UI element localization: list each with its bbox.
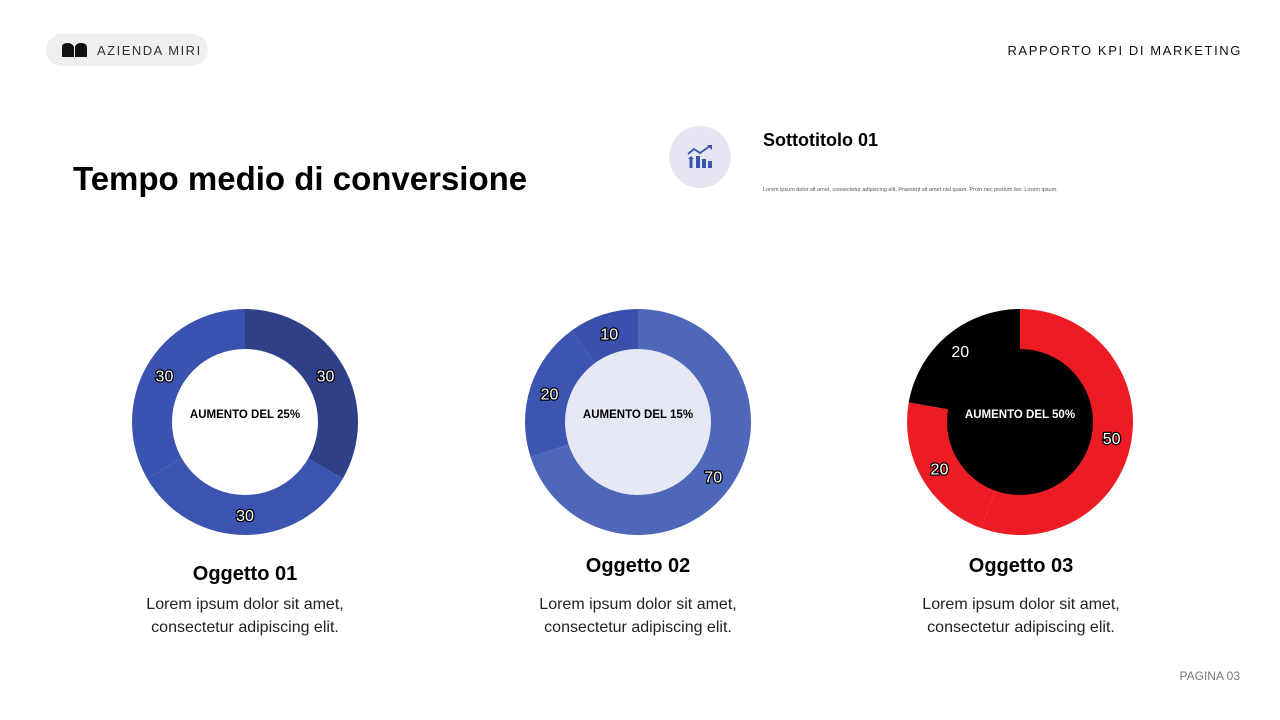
item-2-desc: Lorem ipsum dolor sit amet, consectetur a… bbox=[488, 593, 788, 639]
brand-badge: AZIENDA MIRI bbox=[46, 34, 208, 66]
desc-line: consectetur adipiscing elit. bbox=[151, 619, 339, 636]
slice-value-label: 20 bbox=[931, 462, 949, 479]
page-title: Tempo medio di conversione bbox=[73, 160, 528, 197]
slice-value-label: 30 bbox=[156, 369, 174, 386]
slice-value-label: 70 bbox=[704, 470, 722, 487]
subtitle-heading: Sottotitolo 01 bbox=[763, 130, 878, 150]
donut-chart-2: 70 20 10 AUMENTO DEL 15% bbox=[525, 309, 751, 535]
slice-value-label: 30 bbox=[236, 508, 254, 525]
center-label: AUMENTO DEL 25% bbox=[190, 409, 300, 421]
page-number: PAGINA 03 bbox=[1179, 669, 1240, 683]
desc-line: consectetur adipiscing elit. bbox=[544, 619, 732, 636]
desc-line: consectetur adipiscing elit. bbox=[927, 619, 1115, 636]
center-label: AUMENTO DEL 50% bbox=[965, 409, 1075, 421]
item-1-desc: Lorem ipsum dolor sit amet, consectetur a… bbox=[95, 593, 395, 639]
logo-icon bbox=[62, 43, 87, 57]
desc-line: Lorem ipsum dolor sit amet, bbox=[146, 596, 344, 613]
item-1-title: Oggetto 01 bbox=[192, 563, 298, 585]
report-title: RAPPORTO KPI DI MARKETING bbox=[1007, 43, 1242, 58]
subtitle-icon-badge bbox=[669, 126, 731, 188]
slice-value-label: 10 bbox=[600, 327, 618, 344]
item-3-title: Oggetto 03 bbox=[968, 555, 1074, 577]
subtitle-text: Lorem ipsum dolor sit amet, consectetur … bbox=[763, 187, 1058, 193]
center-label: AUMENTO DEL 15% bbox=[583, 409, 693, 421]
desc-line: Lorem ipsum dolor sit amet, bbox=[539, 596, 737, 613]
donut-chart-3: 50 20 20 AUMENTO DEL 50% bbox=[907, 309, 1133, 535]
donut-chart-1: 30 30 30 AUMENTO DEL 25% bbox=[132, 309, 358, 535]
donut-hole bbox=[947, 349, 1093, 495]
slice-value-label: 20 bbox=[951, 344, 969, 361]
slice-value-label: 30 bbox=[317, 369, 335, 386]
slice-value-label: 20 bbox=[541, 386, 559, 403]
slice-value-label: 50 bbox=[1103, 431, 1121, 448]
chart-growth-icon bbox=[687, 145, 712, 168]
item-2-title: Oggetto 02 bbox=[585, 555, 691, 577]
brand-name: AZIENDA MIRI bbox=[97, 42, 202, 58]
desc-line: Lorem ipsum dolor sit amet, bbox=[922, 596, 1120, 613]
donut-hole bbox=[565, 349, 711, 495]
item-3-desc: Lorem ipsum dolor sit amet, consectetur a… bbox=[871, 593, 1171, 639]
donut-hole bbox=[172, 349, 318, 495]
